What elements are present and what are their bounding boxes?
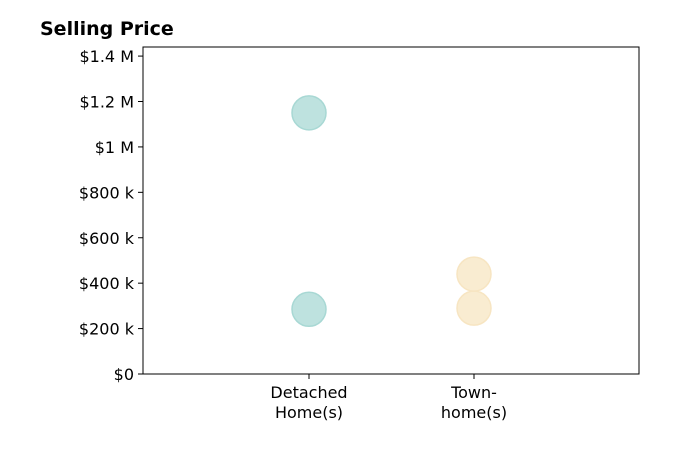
y-tick-label: $600 k [79, 229, 135, 248]
y-tick-label: $400 k [79, 274, 135, 293]
chart-title: Selling Price [40, 18, 174, 40]
y-tick-label: $1.2 M [79, 93, 134, 112]
y-tick-label: $800 k [79, 183, 135, 202]
y-tick-label: $200 k [79, 320, 135, 339]
data-point [291, 95, 327, 131]
y-tick-label: $1.4 M [79, 47, 134, 66]
y-tick-label: $1 M [95, 138, 134, 157]
data-point [291, 291, 327, 328]
x-tick-label: Detached [270, 383, 347, 402]
data-point [456, 290, 492, 326]
plot-area-frame [142, 46, 640, 375]
x-tick-label: Town- [450, 383, 497, 402]
x-tick-label: home(s) [441, 403, 507, 422]
data-point [456, 256, 492, 292]
y-tick-label: $0 [114, 365, 134, 384]
points-layer [291, 95, 492, 328]
y-axis: $0 $200 k $400 k $600 k $800 k $1 M $1.2 M $1.4… [79, 47, 143, 384]
x-tick-label: Home(s) [275, 403, 343, 422]
